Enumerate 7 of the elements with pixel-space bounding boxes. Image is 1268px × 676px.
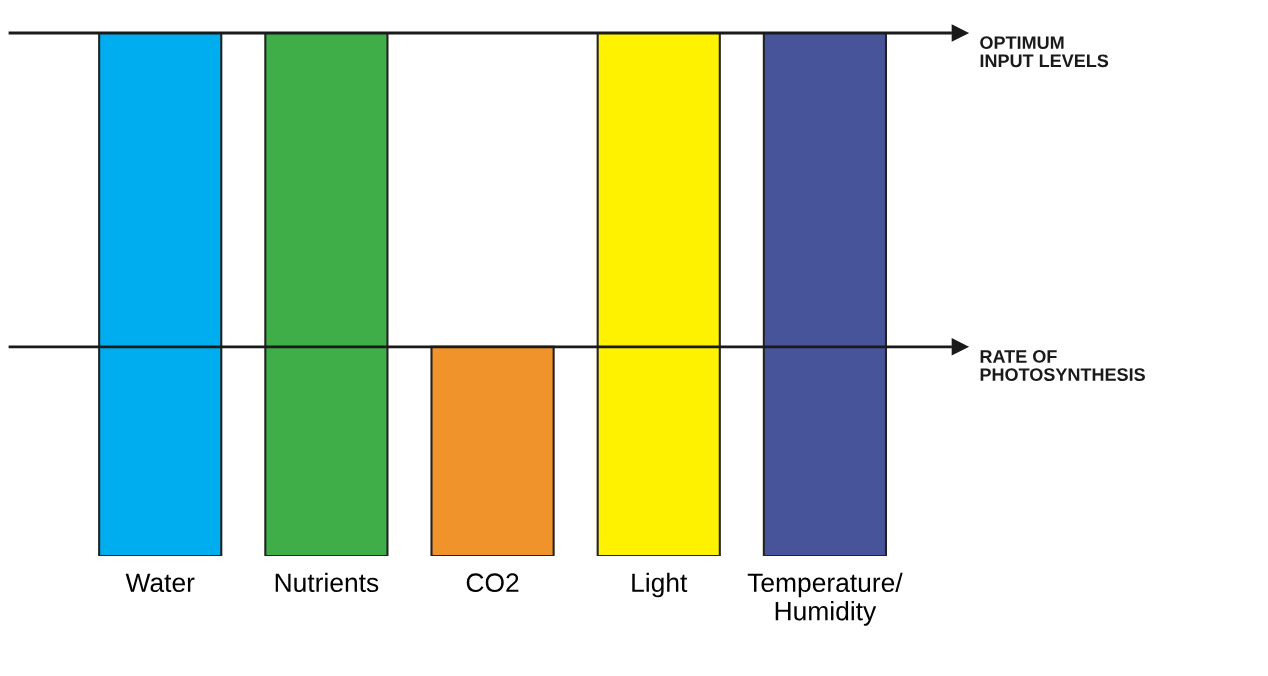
ref-line-label: RATE OF PHOTOSYNTHESIS: [980, 350, 1145, 381]
ref-line-label: OPTIMUM INPUT LEVELS: [980, 36, 1109, 68]
x-tick-label: Temperature/ Humidity: [747, 572, 903, 626]
x-tick-label: CO2: [466, 573, 519, 593]
x-tick-label: Water: [125, 573, 195, 593]
x-tick-label: Light: [632, 572, 688, 598]
x-tick-label: Nutrients: [275, 572, 379, 593]
